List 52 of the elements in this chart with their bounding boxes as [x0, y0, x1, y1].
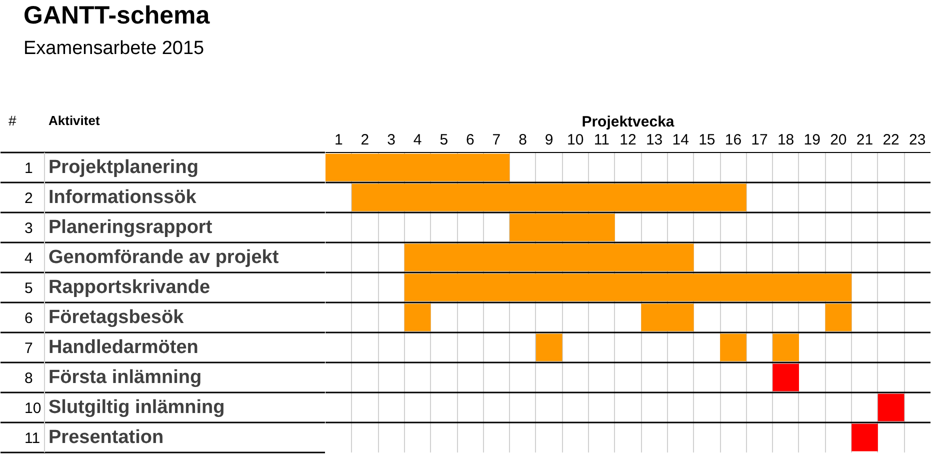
x-tick-label: 18 — [777, 132, 794, 148]
bar — [326, 154, 510, 182]
x-tick-label: 23 — [909, 132, 926, 148]
x-tick-label: 6 — [466, 132, 474, 148]
bar — [852, 424, 878, 452]
bar — [404, 244, 694, 272]
x-tick-label: 11 — [594, 132, 610, 148]
y-tick-label: 8 Första inlämning — [24, 367, 202, 388]
bar — [825, 304, 852, 332]
x-tick-label: 12 — [620, 132, 636, 148]
x-tick-label: 3 — [387, 132, 396, 148]
x-tick-label: 21 — [856, 132, 874, 148]
x-tick-label: 2 — [360, 132, 370, 148]
bar — [404, 274, 852, 302]
bar — [536, 334, 562, 362]
bar — [641, 304, 694, 332]
y-tick-label: 5 Rapportskrivande — [24, 277, 210, 298]
x-tick-label: 13 — [646, 132, 663, 148]
x-tick-label: 22 — [882, 132, 900, 148]
x-tick-label: 1 — [334, 132, 343, 148]
x-tick-label: 16 — [724, 132, 742, 148]
x-tick-label: 5 — [440, 132, 448, 148]
y-tick-label: 7 Handledarmöten — [24, 337, 198, 358]
y-tick-label: 6 Företagsbesök — [24, 307, 184, 328]
bar — [720, 334, 746, 362]
bar — [404, 304, 431, 332]
x-tick-label: 17 — [751, 132, 768, 148]
x-tick-label: 4 — [413, 132, 422, 148]
x-tick-label: 8 — [518, 132, 527, 148]
bar — [772, 364, 799, 392]
x-tick-label: 14 — [672, 132, 689, 148]
y-tick-label: 1 Projektplanering — [24, 157, 198, 178]
x-tick-label: 10 — [567, 132, 584, 148]
x-tick-label: 15 — [698, 132, 716, 148]
bar — [772, 334, 799, 362]
text: Examensarbete 2015 — [24, 38, 204, 59]
text: GANTT-schema — [24, 2, 211, 30]
y-tick-label: 2 Informationssök — [24, 187, 197, 208]
x-tick-label: 20 — [830, 132, 847, 148]
y-tick-label: 4 Genomförande av projekt — [24, 247, 280, 268]
bar — [878, 394, 904, 422]
y-tick-label: 11 Presentation — [24, 427, 164, 448]
y-tick-label: 3 Planeringsrapport — [24, 217, 213, 238]
x-tick-label: 7 — [492, 132, 501, 148]
text: Aktivitet — [48, 113, 100, 128]
x-tick-label: 19 — [804, 132, 820, 148]
x-axis-title: Projektvecka — [582, 114, 675, 130]
bar — [510, 214, 615, 242]
x-tick-label: 9 — [544, 132, 554, 148]
bar — [352, 184, 746, 212]
text: # — [8, 112, 16, 128]
y-tick-label: 10 Slutgiltig inlämning — [24, 397, 225, 418]
